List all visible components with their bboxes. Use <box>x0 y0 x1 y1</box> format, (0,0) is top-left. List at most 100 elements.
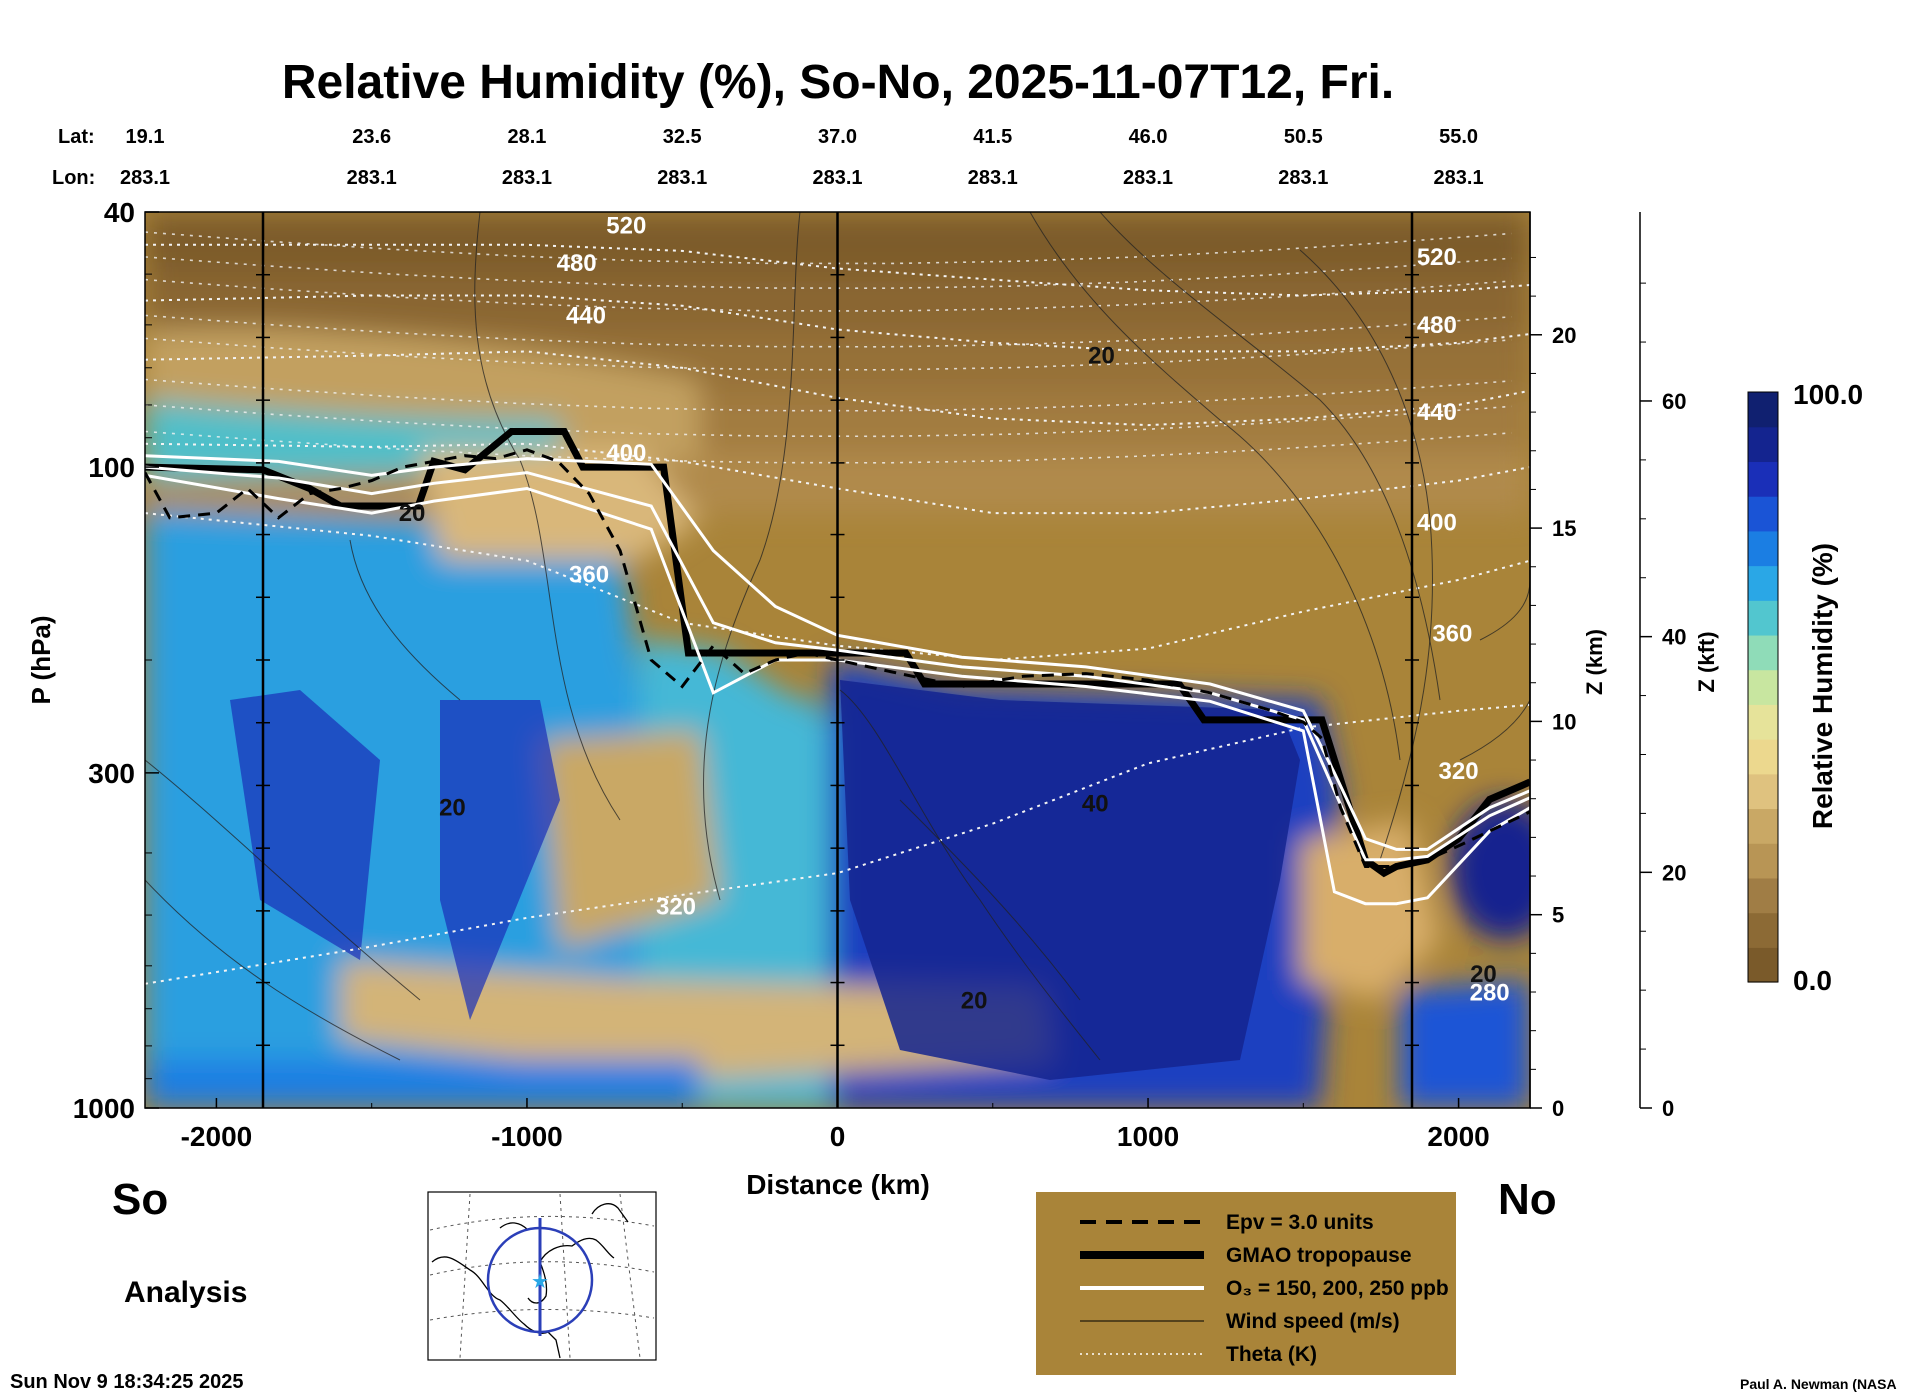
contour-label: 20 <box>1470 961 1497 988</box>
wind-contour-line <box>145 759 421 1001</box>
north-end-label: No <box>1498 1175 1557 1224</box>
x-tick-label: -1000 <box>491 1121 563 1152</box>
contour-label: 400 <box>1417 509 1457 536</box>
contour-label: 20 <box>961 988 988 1015</box>
lon-value: 283.1 <box>502 167 552 189</box>
lon-value: 283.1 <box>1123 167 1173 189</box>
p-tick-label: 40 <box>104 197 135 228</box>
map-coastline <box>431 1203 629 1359</box>
colorbar-swatch <box>1748 843 1778 879</box>
wind-speed-contours <box>145 212 1530 1061</box>
colorbar-swatch <box>1748 739 1778 775</box>
saturated-core-south <box>230 690 380 960</box>
map-graticule <box>429 1193 655 1359</box>
p-tick-label: 100 <box>88 452 135 483</box>
wind-contour-line <box>474 212 621 821</box>
theta-contour-line <box>145 337 1512 371</box>
colorbar-swatch <box>1748 947 1778 983</box>
credit-text: Paul A. Newman (NASA <box>1740 1376 1897 1392</box>
epv-contour-line <box>145 448 1530 868</box>
z-km-tick-label: 10 <box>1552 709 1576 734</box>
lat-value: 19.1 <box>126 126 165 148</box>
legend-items: Epv = 3.0 units GMAO tropopause O₃ = 150, … <box>1080 1211 1449 1366</box>
wind-contour-line <box>1459 699 1530 761</box>
wind-contour-line <box>349 539 461 701</box>
lat-lon-labels: 19.1 283.1 23.6 283.1 28.1 283.1 32.5 283.1 37.0… <box>120 126 1484 189</box>
z-kft-tick-label: 0 <box>1662 1096 1674 1121</box>
contour-label: 360 <box>569 561 609 588</box>
ozone-contour-line <box>145 473 1530 906</box>
legend: Epv = 3.0 units GMAO tropopause O₃ = 150, … <box>1036 1192 1456 1375</box>
colorbar-swatch <box>1748 877 1778 914</box>
colorbar-swatch <box>1748 565 1778 601</box>
legend-label: Theta (K) <box>1226 1343 1317 1366</box>
moist-cell-north <box>1450 800 1530 940</box>
analysis-label: Analysis <box>124 1276 247 1309</box>
colorbar-swatch <box>1748 496 1778 532</box>
theta-contour-line <box>145 243 1530 297</box>
legend-label: Wind speed (m/s) <box>1226 1310 1400 1333</box>
z-kft-label: Z (kft) <box>1694 631 1719 692</box>
wind-contour-line <box>1099 212 1441 701</box>
colorbar-swatch <box>1748 600 1778 636</box>
lon-row-label: Lon: <box>52 167 95 189</box>
lat-value: 41.5 <box>973 126 1012 148</box>
lon-value: 283.1 <box>812 167 862 189</box>
contour-label: 320 <box>656 894 696 921</box>
z-km-tick-label: 5 <box>1552 903 1564 928</box>
chart-title: Relative Humidity (%), So-No, 2025-11-07… <box>282 56 1394 109</box>
z-km-tick-label: 0 <box>1552 1096 1564 1121</box>
colorbar-title: Relative Humidity (%) <box>1807 543 1838 829</box>
contour-label: 520 <box>1417 244 1457 271</box>
theta-contour-line <box>145 442 1530 515</box>
theta-contour-line <box>145 404 1512 438</box>
theta-contour-line <box>145 314 1512 348</box>
x-axis-label: Distance (km) <box>746 1169 930 1200</box>
contour-label: 480 <box>557 250 597 277</box>
colorbar-swatch <box>1748 530 1778 567</box>
theta-contour-line <box>145 294 1530 353</box>
z-kft-tick-label: 60 <box>1662 389 1686 414</box>
x-tick-label: -2000 <box>181 1121 253 1152</box>
x-tick-label: 2000 <box>1427 1121 1489 1152</box>
y-axis-label: P (hPa) <box>26 615 56 704</box>
saturated-core-mid <box>440 700 560 1020</box>
lon-value: 283.1 <box>1434 167 1484 189</box>
x-tick-label: 1000 <box>1117 1121 1179 1152</box>
contour-label: 480 <box>1417 312 1457 339</box>
z-kft-tick-label: 20 <box>1662 860 1686 885</box>
contour-label: 440 <box>566 302 606 329</box>
contour-label: 440 <box>1417 399 1457 426</box>
theta-contour-line <box>145 430 1512 464</box>
x-tick-label: 0 <box>830 1121 846 1152</box>
lat-value: 46.0 <box>1129 126 1168 148</box>
colorbar-swatch <box>1748 669 1778 705</box>
surface-moist <box>145 1060 700 1108</box>
colorbar-swatch <box>1748 426 1778 463</box>
wind-contour-line <box>839 689 1101 1061</box>
vertical-markers <box>256 212 1419 1108</box>
colorbar-swatch <box>1748 773 1778 810</box>
legend-label: Epv = 3.0 units <box>1226 1211 1374 1234</box>
z-kft-axis: 0 20 40 60 <box>1639 212 1686 1121</box>
south-end-label: So <box>112 1175 168 1224</box>
dry-band-lower <box>340 960 1050 1080</box>
wind-contour-line <box>702 212 801 901</box>
p-tick-label: 300 <box>88 758 135 789</box>
x-axis: -2000 -1000 0 1000 2000 <box>181 1098 1490 1152</box>
contour-label: 520 <box>606 213 646 240</box>
lon-value: 283.1 <box>1278 167 1328 189</box>
colorbar-swatch <box>1748 912 1778 948</box>
lon-value: 283.1 <box>120 167 170 189</box>
map-center-star-icon: ★ <box>531 1271 549 1293</box>
theta-contour-line <box>145 512 1530 662</box>
inset-map: ★ <box>427 1191 657 1361</box>
z-km-label: Z (km) <box>1582 629 1607 695</box>
z-kft-tick-label: 40 <box>1662 625 1686 650</box>
contour-label: 20 <box>399 500 426 527</box>
saturated-core-north <box>840 680 1300 1080</box>
colorbar-swatch <box>1748 808 1778 844</box>
contour-label: 320 <box>1439 758 1479 785</box>
z-km-axis: 0 5 10 15 20 <box>1529 212 1576 1121</box>
